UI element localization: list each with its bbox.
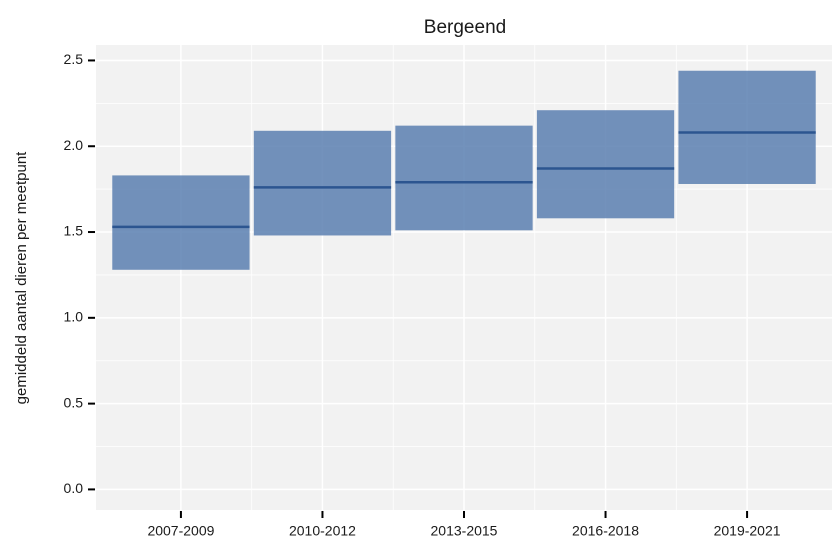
x-tick-label: 2013-2015 <box>431 523 498 539</box>
interval-box <box>395 125 533 231</box>
y-tick-label: 2.5 <box>64 51 84 67</box>
x-tick-label: 2007-2009 <box>147 523 214 539</box>
interval-box <box>253 130 392 236</box>
interval-box <box>112 175 250 270</box>
interval-box <box>536 110 675 219</box>
y-tick-label: 0.0 <box>64 480 84 496</box>
y-tick-label: 0.5 <box>64 394 84 410</box>
x-tick-label: 2016-2018 <box>572 523 639 539</box>
y-tick-label: 1.0 <box>64 309 84 325</box>
y-tick-label: 1.5 <box>64 223 84 239</box>
chart-title: Bergeend <box>424 17 506 38</box>
y-axis-label: gemiddeld aantal dieren per meetpunt <box>13 151 30 405</box>
interval-box <box>678 70 816 184</box>
x-tick-label: 2010-2012 <box>289 523 356 539</box>
x-tick-label: 2019-2021 <box>714 523 781 539</box>
y-tick-label: 2.0 <box>64 137 84 153</box>
